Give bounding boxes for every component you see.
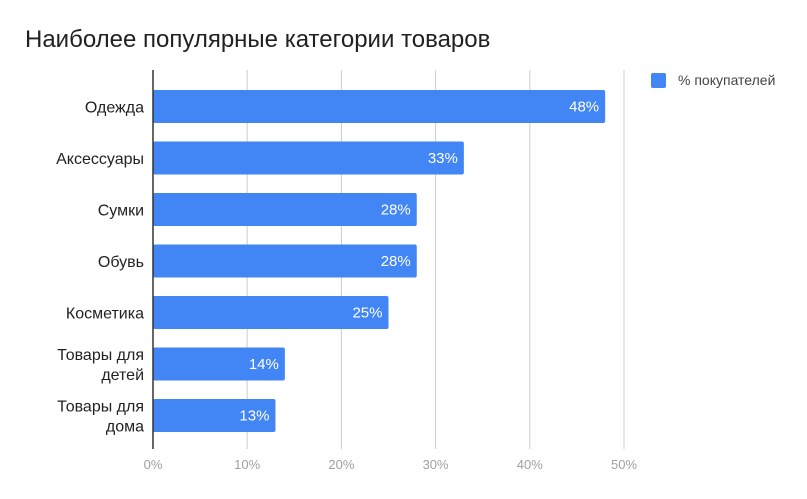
x-tick-label: 0%	[144, 457, 163, 472]
data-label: 33%	[428, 150, 458, 167]
data-label: 28%	[381, 202, 411, 219]
bar	[153, 244, 417, 278]
category-label-line: детей	[101, 367, 144, 384]
category-label: Косметика	[66, 306, 144, 323]
bar	[153, 193, 417, 226]
x-tick-label: 10%	[234, 457, 260, 472]
data-label: 13%	[239, 408, 269, 425]
bar	[153, 347, 285, 381]
data-label: 14%	[249, 356, 279, 373]
bar	[153, 399, 276, 432]
category-label: Одежда	[85, 100, 144, 117]
chart-title: Наиболее популярные категории товаров	[25, 26, 491, 53]
x-tick-label: 20%	[328, 457, 354, 472]
data-label: 25%	[352, 305, 382, 322]
category-label-line: Товары для	[57, 347, 144, 364]
data-label: 48%	[569, 99, 599, 116]
category-label: Сумки	[98, 203, 144, 220]
category-label-line: дома	[106, 419, 144, 436]
legend-swatch	[651, 72, 666, 88]
bar	[153, 296, 389, 329]
data-label: 28%	[381, 253, 411, 270]
legend-label: % покупателей	[678, 72, 776, 88]
category-label: Обувь	[98, 254, 144, 271]
legend: % покупателей	[651, 72, 775, 88]
x-tick-label: 30%	[423, 457, 449, 472]
x-tick-label: 50%	[611, 457, 637, 472]
category-label: Товары для детей	[57, 347, 144, 384]
x-tick-label: 40%	[517, 457, 543, 472]
bar	[153, 90, 606, 123]
category-label-line: Товары для	[57, 399, 144, 416]
bar	[153, 141, 464, 175]
category-label: Товары для дома	[57, 399, 144, 436]
category-label: Аксессуары	[56, 151, 144, 168]
